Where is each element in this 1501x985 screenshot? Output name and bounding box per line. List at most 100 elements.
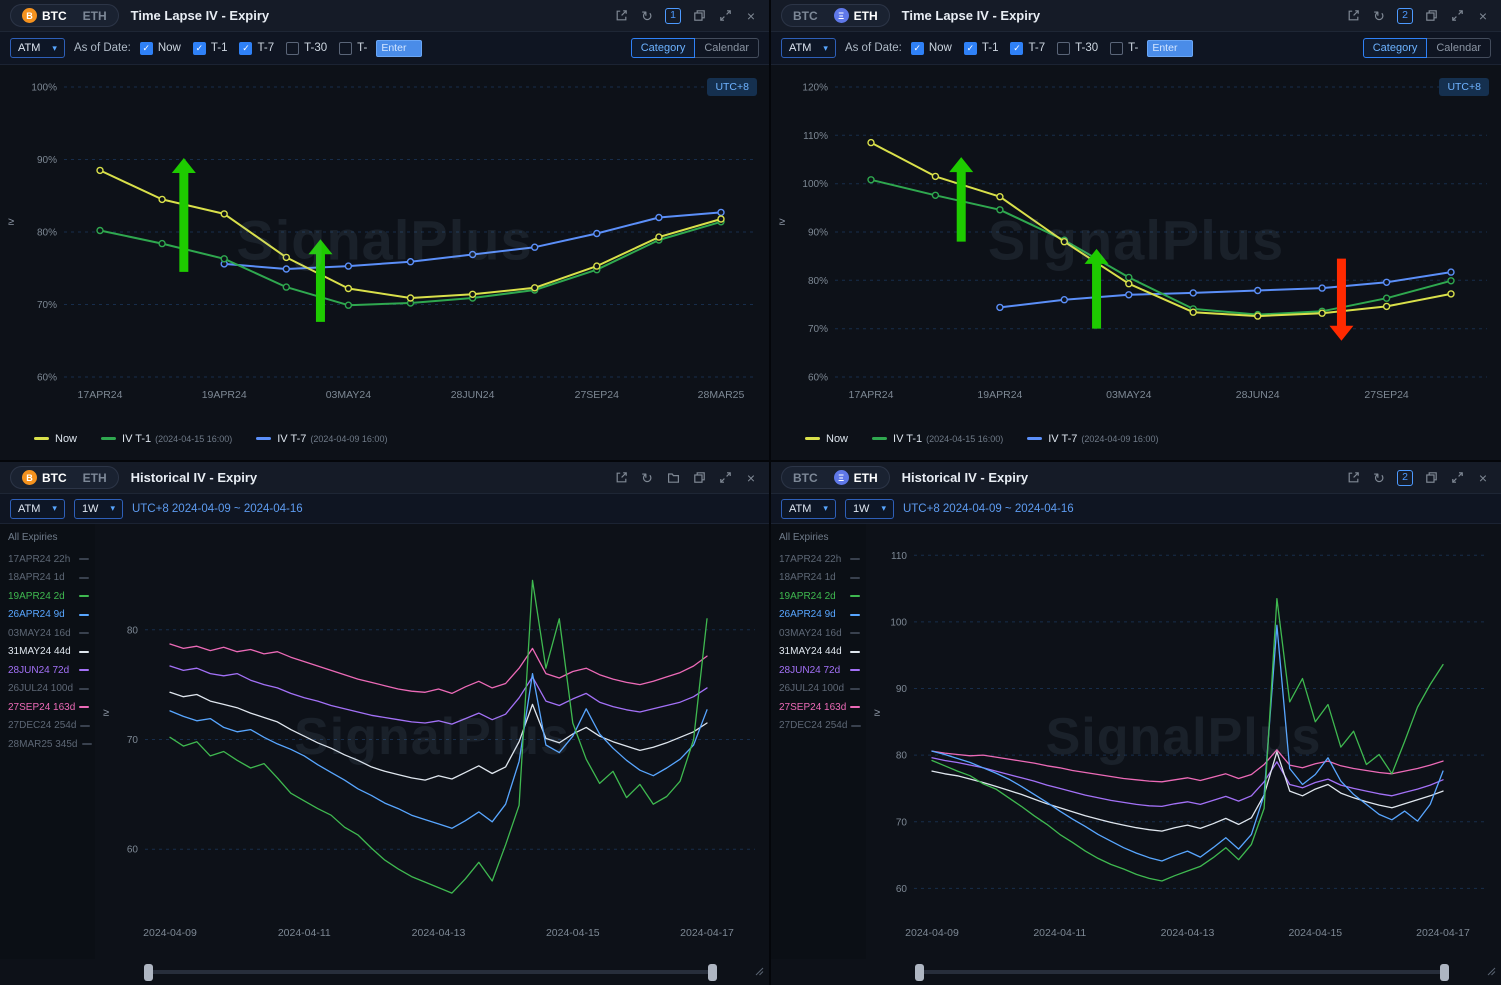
tab-eth[interactable]: Ξ ETH [826, 6, 886, 25]
layout-count-badge[interactable]: 2 [1397, 469, 1413, 486]
calendar-button[interactable]: Calendar [695, 38, 759, 58]
tab-eth[interactable]: ETH [75, 7, 115, 25]
checkbox-t-7[interactable]: ✓ T-7 [1010, 41, 1045, 55]
expiry-item-28jun24-72d[interactable]: 28JUN24 72d [8, 661, 89, 680]
svg-text:2024-04-11: 2024-04-11 [1033, 927, 1086, 939]
y-axis-scale-icon[interactable]: ≥ [874, 706, 881, 719]
layout-count-badge[interactable]: 2 [1397, 7, 1413, 24]
checkbox-t-1[interactable]: ✓ T-1 [192, 41, 227, 55]
legend-item-iv-t-1[interactable]: IV T-1 (2024-04-15 16:00) [872, 433, 1003, 445]
legend-item-iv-t-7[interactable]: IV T-7 (2024-04-09 16:00) [256, 433, 387, 445]
expiry-item-28mar25-345d[interactable]: 28MAR25 345d [8, 735, 92, 754]
expiry-item-26apr24-9d[interactable]: 26APR24 9d [8, 606, 89, 625]
tab-eth[interactable]: ETH [75, 469, 115, 487]
checkbox-t-7[interactable]: ✓ T-7 [239, 41, 274, 55]
expiry-item-28jun24-72d[interactable]: 28JUN24 72d [779, 661, 860, 680]
export-icon[interactable] [613, 8, 629, 24]
calendar-button[interactable]: Calendar [1427, 38, 1491, 58]
close-icon[interactable]: × [1478, 469, 1488, 486]
checkbox-t-[interactable]: T- [1110, 41, 1138, 55]
expiry-item-31may24-44d[interactable]: 31MAY24 44d [8, 643, 89, 662]
slider-handle-right[interactable] [708, 963, 717, 981]
expiry-item-17apr24-22h[interactable]: 17APR24 22h [8, 550, 89, 569]
expiry-item-26jul24-100d[interactable]: 26JUL24 100d [779, 680, 860, 699]
period-dropdown[interactable]: 1W ▾ [844, 498, 894, 519]
expiry-item-03may24-16d[interactable]: 03MAY24 16d [779, 624, 860, 643]
expiry-item-18apr24-1d[interactable]: 18APR24 1d [779, 569, 860, 588]
y-axis-scale-icon[interactable]: ≥ [779, 216, 786, 229]
resize-handle[interactable] [1486, 963, 1496, 981]
y-axis-scale-icon[interactable]: ≥ [8, 216, 15, 229]
refresh-icon[interactable]: ↻ [641, 7, 653, 24]
duplicate-icon[interactable] [691, 8, 707, 24]
expiry-item-27sep24-163d[interactable]: 27SEP24 163d [8, 698, 90, 717]
refresh-icon[interactable]: ↻ [641, 469, 653, 486]
atm-dropdown[interactable]: ATM ▾ [781, 498, 836, 519]
expiry-item-27dec24-254d[interactable]: 27DEC24 254d [8, 717, 91, 736]
folder-icon[interactable] [665, 470, 681, 486]
period-dropdown[interactable]: 1W ▾ [73, 498, 123, 519]
close-icon[interactable]: × [746, 469, 756, 486]
time-range-slider[interactable] [0, 959, 769, 985]
atm-dropdown[interactable]: ATM ▾ [781, 38, 836, 58]
t-custom-input[interactable] [1147, 39, 1194, 57]
y-axis-scale-icon[interactable]: ≥ [103, 706, 110, 719]
expand-icon[interactable] [1449, 470, 1465, 486]
slider-track[interactable] [921, 970, 1443, 974]
duplicate-icon[interactable] [1423, 470, 1439, 486]
close-icon[interactable]: × [746, 7, 756, 24]
category-button[interactable]: Category [1362, 38, 1428, 58]
checkbox-now[interactable]: ✓ Now [139, 41, 181, 55]
legend-item-now[interactable]: Now [805, 433, 848, 445]
refresh-icon[interactable]: ↻ [1373, 469, 1385, 486]
expand-icon[interactable] [717, 8, 733, 24]
duplicate-icon[interactable] [691, 470, 707, 486]
expiry-item-26apr24-9d[interactable]: 26APR24 9d [779, 606, 860, 625]
export-icon[interactable] [1345, 8, 1361, 24]
layout-count-badge[interactable]: 1 [665, 7, 681, 24]
expiry-item-26jul24-100d[interactable]: 26JUL24 100d [8, 680, 89, 699]
close-icon[interactable]: × [1478, 7, 1488, 24]
expiry-item-19apr24-2d[interactable]: 19APR24 2d [779, 587, 860, 606]
legend-item-iv-t-7[interactable]: IV T-7 (2024-04-09 16:00) [1027, 433, 1158, 445]
time-range-slider[interactable] [771, 959, 1501, 985]
checkbox-now[interactable]: ✓ Now [910, 41, 952, 55]
expiry-item-19apr24-2d[interactable]: 19APR24 2d [8, 587, 89, 606]
expiry-item-27sep24-163d[interactable]: 27SEP24 163d [779, 698, 861, 717]
slider-handle-right[interactable] [1440, 963, 1449, 981]
slider-handle-left[interactable] [915, 963, 924, 981]
resize-handle[interactable] [754, 963, 764, 981]
legend-item-now[interactable]: Now [34, 433, 77, 445]
checkbox-t-30[interactable]: T-30 [1057, 41, 1098, 55]
atm-dropdown[interactable]: ATM ▾ [10, 498, 65, 519]
expand-icon[interactable] [717, 470, 733, 486]
export-icon[interactable] [1345, 470, 1361, 486]
slider-handle-left[interactable] [144, 963, 153, 981]
export-icon[interactable] [613, 470, 629, 486]
tab-btc[interactable]: BTC [785, 7, 826, 25]
tab-eth[interactable]: Ξ ETH [826, 468, 886, 487]
tab-btc[interactable]: B BTC [14, 6, 75, 25]
expiry-item-03may24-16d[interactable]: 03MAY24 16d [8, 624, 89, 643]
checkbox-t-30[interactable]: T-30 [286, 41, 327, 55]
duplicate-icon[interactable] [1423, 8, 1439, 24]
refresh-icon[interactable]: ↻ [1373, 7, 1385, 24]
expiry-item-18apr24-1d[interactable]: 18APR24 1d [8, 569, 89, 588]
checkbox-t-1[interactable]: ✓ T-1 [963, 41, 998, 55]
checkbox-t-[interactable]: T- [339, 41, 367, 55]
expand-icon[interactable] [1449, 8, 1465, 24]
legend-item-iv-t-1[interactable]: IV T-1 (2024-04-15 16:00) [101, 433, 232, 445]
sidebar-header-all-expiries[interactable]: All Expiries [8, 532, 58, 543]
expiry-item-31may24-44d[interactable]: 31MAY24 44d [779, 643, 860, 662]
category-button[interactable]: Category [630, 38, 696, 58]
tab-label: ETH [853, 470, 878, 485]
expiry-item-17apr24-22h[interactable]: 17APR24 22h [779, 550, 860, 569]
tab-btc[interactable]: BTC [785, 469, 826, 487]
atm-dropdown[interactable]: ATM ▾ [10, 38, 65, 58]
asset-toggle: BTC Ξ ETH [781, 466, 890, 489]
sidebar-header-all-expiries[interactable]: All Expiries [779, 532, 829, 543]
slider-track[interactable] [150, 970, 711, 974]
tab-btc[interactable]: B BTC [14, 468, 75, 487]
t-custom-input[interactable] [376, 39, 423, 57]
expiry-item-27dec24-254d[interactable]: 27DEC24 254d [779, 717, 862, 736]
